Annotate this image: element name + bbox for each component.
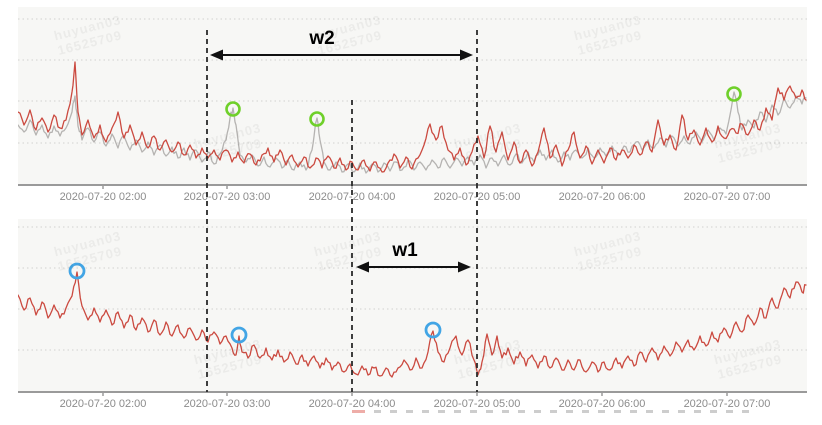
arrowhead-right-icon bbox=[458, 261, 471, 273]
x-tick-label: 2020-07-20 04:00 bbox=[309, 191, 396, 203]
top-chart: 2020-07-20 02:00 2020-07-20 03:00 2020-07-… bbox=[18, 7, 807, 203]
plot-background bbox=[18, 7, 807, 185]
series-metric-red-line bbox=[18, 61, 807, 173]
cropped-caption-red-fragment bbox=[352, 410, 365, 413]
x-tick-label: 2020-07-20 03:00 bbox=[184, 191, 271, 203]
x-tick-label: 2020-07-20 02:00 bbox=[60, 398, 147, 410]
series-reference-gray-line bbox=[18, 91, 807, 174]
arrowhead-right-icon bbox=[460, 49, 473, 61]
series-metric-red-line bbox=[18, 271, 807, 378]
x-tick-label: 2020-07-20 04:00 bbox=[309, 398, 396, 410]
window-label-w2: w2 bbox=[308, 28, 334, 49]
x-tick-label: 2020-07-20 05:00 bbox=[434, 398, 521, 410]
x-tick-label: 2020-07-20 07:00 bbox=[684, 398, 771, 410]
blue-anomaly-circle bbox=[68, 262, 86, 280]
blue-anomaly-circle bbox=[424, 321, 442, 339]
x-tick-label: 2020-07-20 07:00 bbox=[684, 191, 771, 203]
cropped-caption-text-fragment bbox=[374, 410, 758, 413]
green-anomaly-circle bbox=[309, 111, 325, 127]
x-tick-label: 2020-07-20 06:00 bbox=[559, 191, 646, 203]
window-label-w1: w1 bbox=[391, 240, 418, 261]
window-annotations: w2 w1 bbox=[206, 28, 478, 392]
x-tick-label: 2020-07-20 03:00 bbox=[184, 398, 271, 410]
green-anomaly-circle bbox=[225, 101, 241, 117]
arrowhead-left-icon bbox=[356, 261, 369, 273]
x-tick-label: 2020-07-20 06:00 bbox=[559, 398, 646, 410]
green-anomaly-circle bbox=[726, 86, 742, 102]
arrowhead-left-icon bbox=[210, 49, 223, 61]
plot-background bbox=[18, 219, 807, 392]
blue-anomaly-circle bbox=[230, 326, 248, 344]
x-tick-label: 2020-07-20 02:00 bbox=[60, 191, 147, 203]
bottom-chart: 2020-07-20 02:00 2020-07-20 03:00 2020-07-… bbox=[18, 219, 807, 410]
